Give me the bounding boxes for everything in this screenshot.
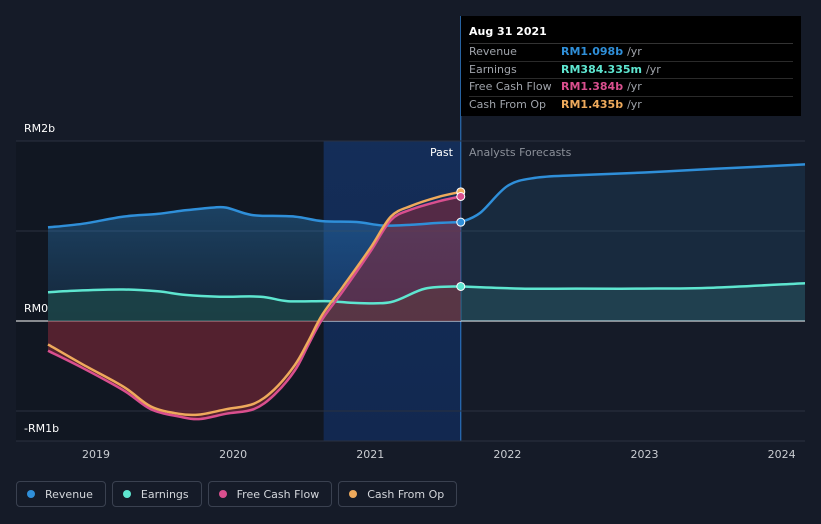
tooltip-value: RM384.335m <box>561 62 642 76</box>
x-tick-label: 2020 <box>219 448 247 461</box>
x-tick-label: 2022 <box>493 448 521 461</box>
revenue-forecast-area <box>460 164 805 321</box>
marker-free-cash-flow <box>456 191 466 201</box>
marker-revenue <box>456 217 466 227</box>
earnings-forecast-area <box>460 283 805 321</box>
series-line-earnings-forecast <box>460 281 806 291</box>
legend-item-free-cash-flow[interactable]: Free Cash Flow <box>207 481 333 507</box>
legend-item-cash-from-op[interactable]: Cash From Op <box>338 481 458 507</box>
tooltip-unit: /yr <box>645 62 661 76</box>
tooltip-value: RM1.435b <box>561 97 624 111</box>
legend-label: Free Cash Flow <box>236 487 320 501</box>
series-line-revenue-forecast <box>460 163 806 224</box>
legend-dot-icon <box>218 490 227 498</box>
x-tick-label: 2023 <box>631 448 659 461</box>
x-tick-label: 2024 <box>768 448 796 461</box>
series-line-revenue <box>47 205 461 229</box>
tooltip-label: Free Cash Flow <box>469 80 552 93</box>
tooltip-row-fcf: Free Cash Flow RM1.384b /yr <box>469 79 793 97</box>
tooltip-date: Aug 31 2021 <box>469 25 793 44</box>
tooltip-label: Cash From Op <box>469 97 547 111</box>
tooltip-label: Revenue <box>469 45 517 58</box>
y-tick-label-zero: RM0 <box>24 302 49 315</box>
legend: Revenue Earnings Free Cash Flow Cash Fro… <box>16 481 458 507</box>
series-line-cash-from-op <box>47 190 462 417</box>
legend-dot-icon <box>122 490 131 498</box>
legend-dot-icon <box>349 490 358 498</box>
legend-label: Cash From Op <box>367 487 445 501</box>
series-line-free-cash-flow <box>47 195 462 421</box>
forecast-label: Analysts Forecasts <box>469 146 572 159</box>
marker-earnings <box>456 281 466 291</box>
y-tick-label-top: RM2b <box>24 122 56 135</box>
tooltip-value: RM1.098b <box>561 45 624 58</box>
tooltip-row-cfo: Cash From Op RM1.435b /yr <box>469 97 793 114</box>
legend-item-earnings[interactable]: Earnings <box>111 481 202 507</box>
y-tick-label-bottom: -RM1b <box>24 422 60 435</box>
legend-label: Earnings <box>140 487 189 501</box>
series-line-earnings <box>47 285 461 305</box>
fcf-area <box>48 196 461 420</box>
tooltip-label: Earnings <box>469 62 517 76</box>
legend-dot-icon <box>27 490 35 498</box>
tooltip-panel: Aug 31 2021 Revenue RM1.098b /yr Earning… <box>461 16 801 116</box>
tooltip-unit: /yr <box>627 45 642 58</box>
legend-label: Revenue <box>45 487 93 501</box>
x-tick-label: 2019 <box>82 448 110 461</box>
legend-item-revenue[interactable]: Revenue <box>16 481 106 507</box>
past-label: Past <box>430 146 453 159</box>
tooltip-unit: /yr <box>627 97 642 111</box>
tooltip-row-revenue: Revenue RM1.098b /yr <box>469 44 793 62</box>
tooltip-row-earnings: Earnings RM384.335m /yr <box>469 62 793 79</box>
tooltip-value: RM1.384b <box>561 80 624 93</box>
x-tick-label: 2021 <box>356 448 384 461</box>
tooltip-unit: /yr <box>627 80 642 93</box>
